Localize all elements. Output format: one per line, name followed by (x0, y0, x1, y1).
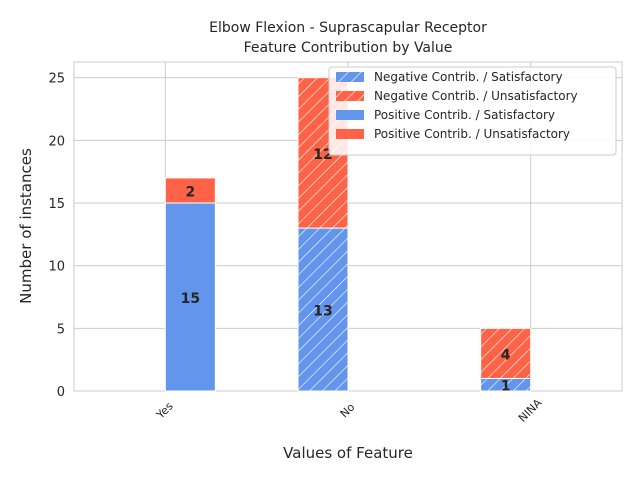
y-axis-title: Number of instances (17, 148, 35, 304)
legend-swatch-hatch (336, 72, 364, 82)
bar-value-label: 15 (181, 291, 200, 307)
chart-subtitle: Feature Contribution by Value (244, 40, 453, 56)
x-tick-label: NINA (516, 396, 545, 425)
legend: Negative Contrib. / Satisfactory Negative… (328, 66, 617, 156)
y-tick-label: 25 (48, 72, 65, 87)
bar-segment (164, 202, 216, 392)
bar-value-label: 12 (313, 147, 332, 163)
legend-swatch-hatch (336, 91, 364, 101)
bar-value-label: 13 (313, 304, 332, 320)
legend-label: Negative Contrib. / Satisfactory (374, 70, 563, 84)
bar-value-label: 1 (501, 379, 511, 395)
bar-segment (164, 177, 216, 204)
bar-hatch (480, 328, 531, 379)
bar-value-label: 4 (501, 347, 511, 363)
y-tick-label: 0 (57, 385, 65, 400)
legend-swatch (336, 110, 364, 120)
x-axis-title: Values of Feature (283, 444, 413, 462)
x-tick-label: Yes (153, 399, 176, 422)
y-tick-label: 5 (57, 322, 65, 337)
legend-label: Positive Contrib. / Satisfactory (374, 108, 555, 122)
y-tick-label: 10 (48, 260, 65, 275)
legend-label: Negative Contrib. / Unsatisfactory (374, 89, 578, 103)
bar-hatch (480, 378, 531, 391)
bar-value-label: 2 (185, 184, 195, 200)
legend-label: Positive Contrib. / Unsatisfactory (374, 127, 570, 141)
x-tick-label: No (338, 400, 358, 420)
legend-swatch (336, 129, 364, 139)
chart-title: Elbow Flexion - Suprascapular Receptor (209, 20, 487, 36)
bar-hatch (298, 228, 348, 391)
data-labels: 13 12 1 4 15 2 (181, 147, 511, 395)
y-tick-label: 20 (48, 134, 65, 149)
y-tick-label: 15 (48, 197, 65, 212)
legend-frame (328, 66, 617, 156)
